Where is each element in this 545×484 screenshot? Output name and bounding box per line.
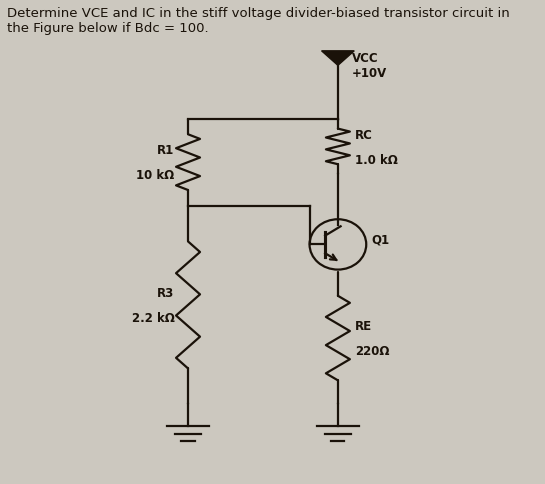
Text: Determine VCE and IC in the stiff voltage divider-biased transistor circuit in: Determine VCE and IC in the stiff voltag… xyxy=(7,7,509,20)
Text: +10V: +10V xyxy=(352,67,387,80)
Text: the Figure below if Bdc = 100.: the Figure below if Bdc = 100. xyxy=(7,22,208,35)
Text: 220Ω: 220Ω xyxy=(355,346,390,358)
Text: R1: R1 xyxy=(157,144,174,157)
Text: 2.2 kΩ: 2.2 kΩ xyxy=(131,312,174,325)
Text: RE: RE xyxy=(355,320,372,333)
Text: R3: R3 xyxy=(157,287,174,300)
Text: Q1: Q1 xyxy=(372,233,390,246)
Text: 10 kΩ: 10 kΩ xyxy=(136,169,174,182)
Text: VCC: VCC xyxy=(352,52,378,64)
Text: RC: RC xyxy=(355,129,373,141)
Polygon shape xyxy=(322,51,354,65)
Text: 1.0 kΩ: 1.0 kΩ xyxy=(355,154,398,166)
